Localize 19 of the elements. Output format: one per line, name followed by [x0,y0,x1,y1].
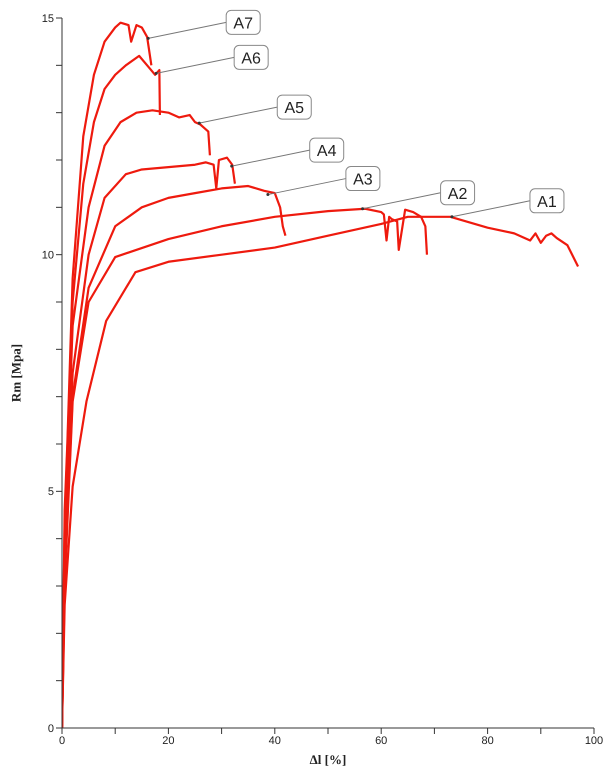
y-tick-label: 5 [48,486,54,498]
annotation: A1 [537,194,557,211]
y-tick-label: 0 [48,722,54,735]
x-tick-label: 40 [268,734,281,747]
annotation: A6 [241,50,262,68]
annotation: A7 [233,15,254,32]
y-tick-label: 15 [42,12,54,25]
annotation: A5 [284,100,304,118]
x-tick-label: 80 [481,734,494,747]
x-axis-title: Δl [%] [310,752,346,767]
annotation: A4 [316,143,337,160]
x-tick-label: 20 [162,734,175,747]
x-tick-label: 100 [584,734,604,747]
annotation: A2 [448,186,468,203]
x-tick-label: 60 [375,734,388,747]
annotation: A3 [353,172,373,189]
y-tick-label: 10 [42,250,54,262]
y-axis-title: Rm [Mpa] [8,344,24,402]
x-tick-label: 0 [58,734,66,747]
